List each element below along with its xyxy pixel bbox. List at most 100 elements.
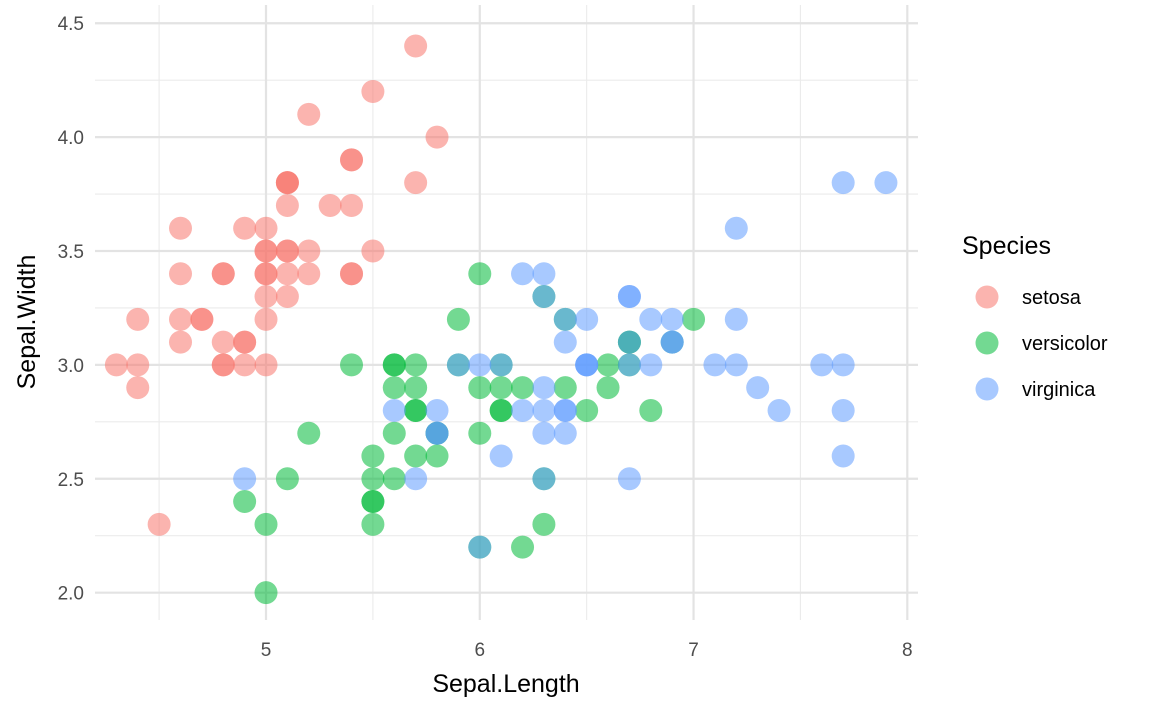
data-point-versicolor bbox=[596, 376, 620, 400]
data-point-versicolor bbox=[639, 398, 663, 422]
data-point-virginica bbox=[746, 376, 770, 400]
data-points bbox=[104, 34, 898, 605]
data-point-virginica bbox=[532, 262, 556, 286]
data-point-virginica bbox=[553, 398, 577, 422]
data-point-setosa bbox=[254, 307, 278, 331]
data-point-virginica bbox=[639, 353, 663, 377]
data-point-virginica bbox=[767, 398, 791, 422]
legend-key-versicolor bbox=[975, 331, 999, 355]
y-tick-label: 2.0 bbox=[58, 584, 84, 605]
y-axis-ticks: 2.0 2.5 3.0 3.5 4.0 4.5 bbox=[58, 14, 84, 604]
data-point-virginica bbox=[831, 398, 855, 422]
data-point-versicolor bbox=[275, 467, 299, 491]
data-point-versicolor bbox=[532, 512, 556, 536]
data-point-virginica bbox=[575, 353, 599, 377]
data-point-setosa bbox=[211, 262, 235, 286]
legend: Species setosa versicolor virginica bbox=[962, 232, 1108, 401]
legend-label-setosa: setosa bbox=[1022, 287, 1082, 309]
data-point-virginica bbox=[724, 216, 748, 240]
data-point-versicolor bbox=[468, 421, 492, 445]
data-point-setosa bbox=[190, 307, 214, 331]
data-point-setosa bbox=[361, 239, 385, 263]
y-tick-label: 4.5 bbox=[58, 14, 84, 35]
data-point-virginica bbox=[468, 353, 492, 377]
data-point-versicolor bbox=[404, 398, 428, 422]
data-point-versicolor bbox=[361, 467, 385, 491]
data-point-versicolor bbox=[404, 376, 428, 400]
data-point-versicolor bbox=[361, 444, 385, 468]
data-point-virginica bbox=[874, 171, 898, 195]
data-point-setosa bbox=[275, 193, 299, 217]
data-point-setosa bbox=[297, 239, 321, 263]
data-point-versicolor bbox=[297, 421, 321, 445]
data-point-virginica bbox=[724, 353, 748, 377]
x-axis-title: Sepal.Length bbox=[432, 670, 579, 698]
data-point-virginica bbox=[532, 398, 556, 422]
data-point-setosa bbox=[126, 353, 150, 377]
data-point-versicolor bbox=[468, 376, 492, 400]
data-point-setosa bbox=[233, 216, 257, 240]
data-point-versicolor bbox=[682, 307, 706, 331]
data-point-setosa bbox=[104, 353, 128, 377]
data-point-setosa bbox=[297, 102, 321, 126]
data-point-virginica bbox=[703, 353, 727, 377]
data-point-virginica bbox=[724, 307, 748, 331]
data-point-virginica bbox=[831, 171, 855, 195]
data-point-versicolor bbox=[404, 353, 428, 377]
legend-title: Species bbox=[962, 232, 1051, 260]
data-point-setosa bbox=[211, 353, 235, 377]
data-point-setosa bbox=[233, 330, 257, 354]
data-point-setosa bbox=[318, 193, 342, 217]
y-axis-title: Sepal.Width bbox=[13, 255, 41, 390]
data-point-virginica bbox=[425, 421, 449, 445]
data-point-virginica bbox=[639, 307, 663, 331]
data-point-versicolor bbox=[361, 490, 385, 514]
data-point-virginica bbox=[553, 421, 577, 445]
data-point-setosa bbox=[147, 512, 171, 536]
data-point-setosa bbox=[275, 239, 299, 263]
data-point-versicolor bbox=[575, 398, 599, 422]
data-point-virginica bbox=[831, 353, 855, 377]
data-point-virginica bbox=[446, 353, 470, 377]
legend-items: setosa versicolor virginica bbox=[975, 285, 1108, 401]
data-point-versicolor bbox=[468, 262, 492, 286]
data-point-setosa bbox=[254, 353, 278, 377]
data-point-virginica bbox=[617, 353, 641, 377]
data-point-versicolor bbox=[340, 353, 364, 377]
x-tick-label: 6 bbox=[474, 640, 485, 661]
data-point-versicolor bbox=[446, 307, 470, 331]
data-point-versicolor bbox=[553, 376, 577, 400]
data-point-versicolor bbox=[254, 512, 278, 536]
data-point-virginica bbox=[511, 398, 535, 422]
data-point-virginica bbox=[617, 285, 641, 309]
data-point-virginica bbox=[532, 285, 556, 309]
data-point-virginica bbox=[532, 467, 556, 491]
data-point-virginica bbox=[468, 535, 492, 559]
data-point-virginica bbox=[810, 353, 834, 377]
data-point-virginica bbox=[404, 467, 428, 491]
data-point-versicolor bbox=[511, 376, 535, 400]
data-point-versicolor bbox=[596, 353, 620, 377]
data-point-virginica bbox=[233, 467, 257, 491]
x-tick-label: 8 bbox=[902, 640, 913, 661]
data-point-versicolor bbox=[254, 581, 278, 605]
data-point-virginica bbox=[425, 398, 449, 422]
x-axis-ticks: 5 6 7 8 bbox=[261, 640, 913, 661]
major-gridlines bbox=[95, 5, 918, 620]
data-point-virginica bbox=[553, 307, 577, 331]
data-point-virginica bbox=[553, 330, 577, 354]
data-point-virginica bbox=[831, 444, 855, 468]
data-point-setosa bbox=[169, 330, 193, 354]
data-point-virginica bbox=[532, 421, 556, 445]
data-point-setosa bbox=[425, 125, 449, 149]
data-point-versicolor bbox=[425, 444, 449, 468]
data-point-versicolor bbox=[382, 421, 406, 445]
data-point-virginica bbox=[660, 330, 684, 354]
y-tick-label: 4.0 bbox=[58, 128, 84, 149]
data-point-virginica bbox=[532, 376, 556, 400]
y-tick-label: 3.5 bbox=[58, 242, 84, 263]
data-point-virginica bbox=[489, 353, 513, 377]
data-point-setosa bbox=[254, 285, 278, 309]
data-point-versicolor bbox=[489, 376, 513, 400]
data-point-setosa bbox=[275, 262, 299, 286]
